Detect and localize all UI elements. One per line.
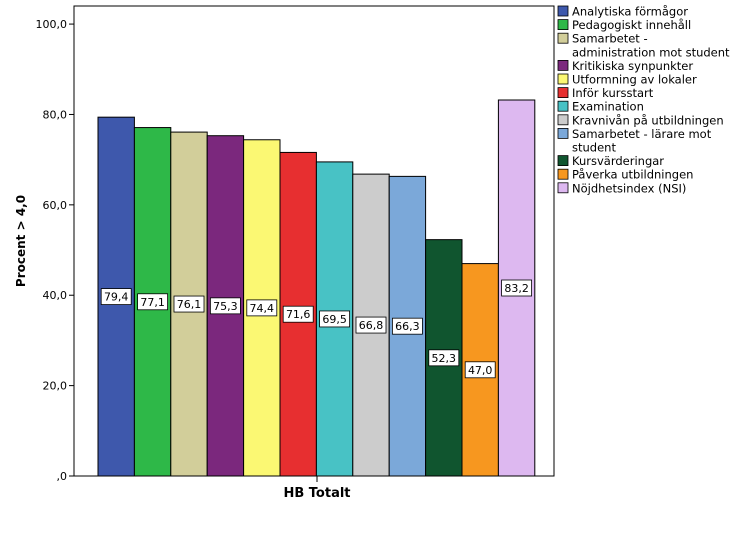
data-label-box	[501, 279, 533, 297]
legend-label: Samarbetet -	[572, 32, 648, 46]
data-label: 76,1	[177, 298, 202, 311]
legend-label: Samarbetet - lärare mot	[572, 127, 712, 141]
legend-swatch	[557, 60, 569, 71]
data-label: 69,5	[322, 313, 347, 326]
legend-swatch	[557, 127, 569, 139]
legend-label: Kursvärderingar	[572, 154, 664, 168]
data-label-box	[100, 288, 132, 305]
data-label-box	[282, 305, 314, 323]
legend-label: Påverka utbildningen	[572, 168, 693, 182]
legend-label: Examination	[572, 100, 644, 114]
legend-label: student	[572, 141, 616, 155]
y-tick-label: ,0	[57, 470, 68, 483]
data-label-box	[391, 317, 423, 335]
data-label-box	[319, 310, 351, 328]
data-label: 71,6	[286, 308, 311, 321]
legend-swatch	[557, 32, 569, 44]
y-tick-label: 20,0	[43, 380, 68, 393]
x-category-label: HB Totalt	[283, 486, 350, 501]
data-label-box	[173, 295, 205, 313]
legend-swatch	[557, 168, 569, 180]
data-label: 47,0	[468, 364, 493, 377]
legend-label: administration mot student	[572, 45, 730, 59]
legend-swatch	[557, 87, 569, 98]
legend-swatch	[557, 100, 569, 112]
legend-label: Kritikiska synpunkter	[572, 59, 693, 73]
data-label: 52,3	[432, 352, 457, 365]
legend-label: Analytiska förmågor	[572, 5, 688, 19]
data-label: 66,8	[359, 319, 384, 332]
data-label: 75,3	[213, 300, 238, 313]
y-tick-label: 60,0	[43, 199, 68, 212]
data-label-box	[246, 299, 278, 317]
y-tick-label: 40,0	[43, 289, 68, 302]
legend-swatch	[557, 155, 569, 167]
y-axis-label: Procent > 4,0	[14, 195, 28, 287]
legend-swatch	[557, 73, 569, 85]
legend-label: Kravnivån på utbildningen	[572, 113, 724, 127]
data-label-box	[355, 316, 387, 334]
data-label: 79,4	[104, 291, 129, 304]
legend-swatch	[557, 114, 569, 126]
data-label: 77,1	[140, 296, 165, 309]
legend-swatch	[557, 182, 569, 194]
legend-label: Inför kursstart	[572, 86, 654, 100]
legend-swatch	[557, 5, 569, 17]
data-label-box	[137, 293, 169, 311]
data-label: 66,3	[395, 320, 420, 333]
data-label: 74,4	[250, 302, 275, 315]
legend-label: Utformning av lokaler	[572, 73, 697, 87]
y-tick-label: 80,0	[43, 108, 68, 121]
bars: 79,4 77,1 76,1 75,3 74,4 71,6 69,5 66,8 66,3 52,3…	[97, 99, 536, 477]
data-label-box	[464, 361, 496, 379]
y-axis: ,0 20,0 40,0 60,0 80,0 100,0	[36, 18, 74, 483]
data-label: 83,2	[504, 282, 529, 295]
data-label-box	[428, 349, 460, 367]
y-tick-label: 100,0	[36, 18, 68, 31]
legend-swatch	[557, 19, 569, 31]
legend-label: Nöjdhetsindex (NSI)	[572, 181, 686, 195]
data-label-box	[209, 297, 241, 315]
legend-label: Pedagogiskt innehåll	[572, 18, 691, 32]
